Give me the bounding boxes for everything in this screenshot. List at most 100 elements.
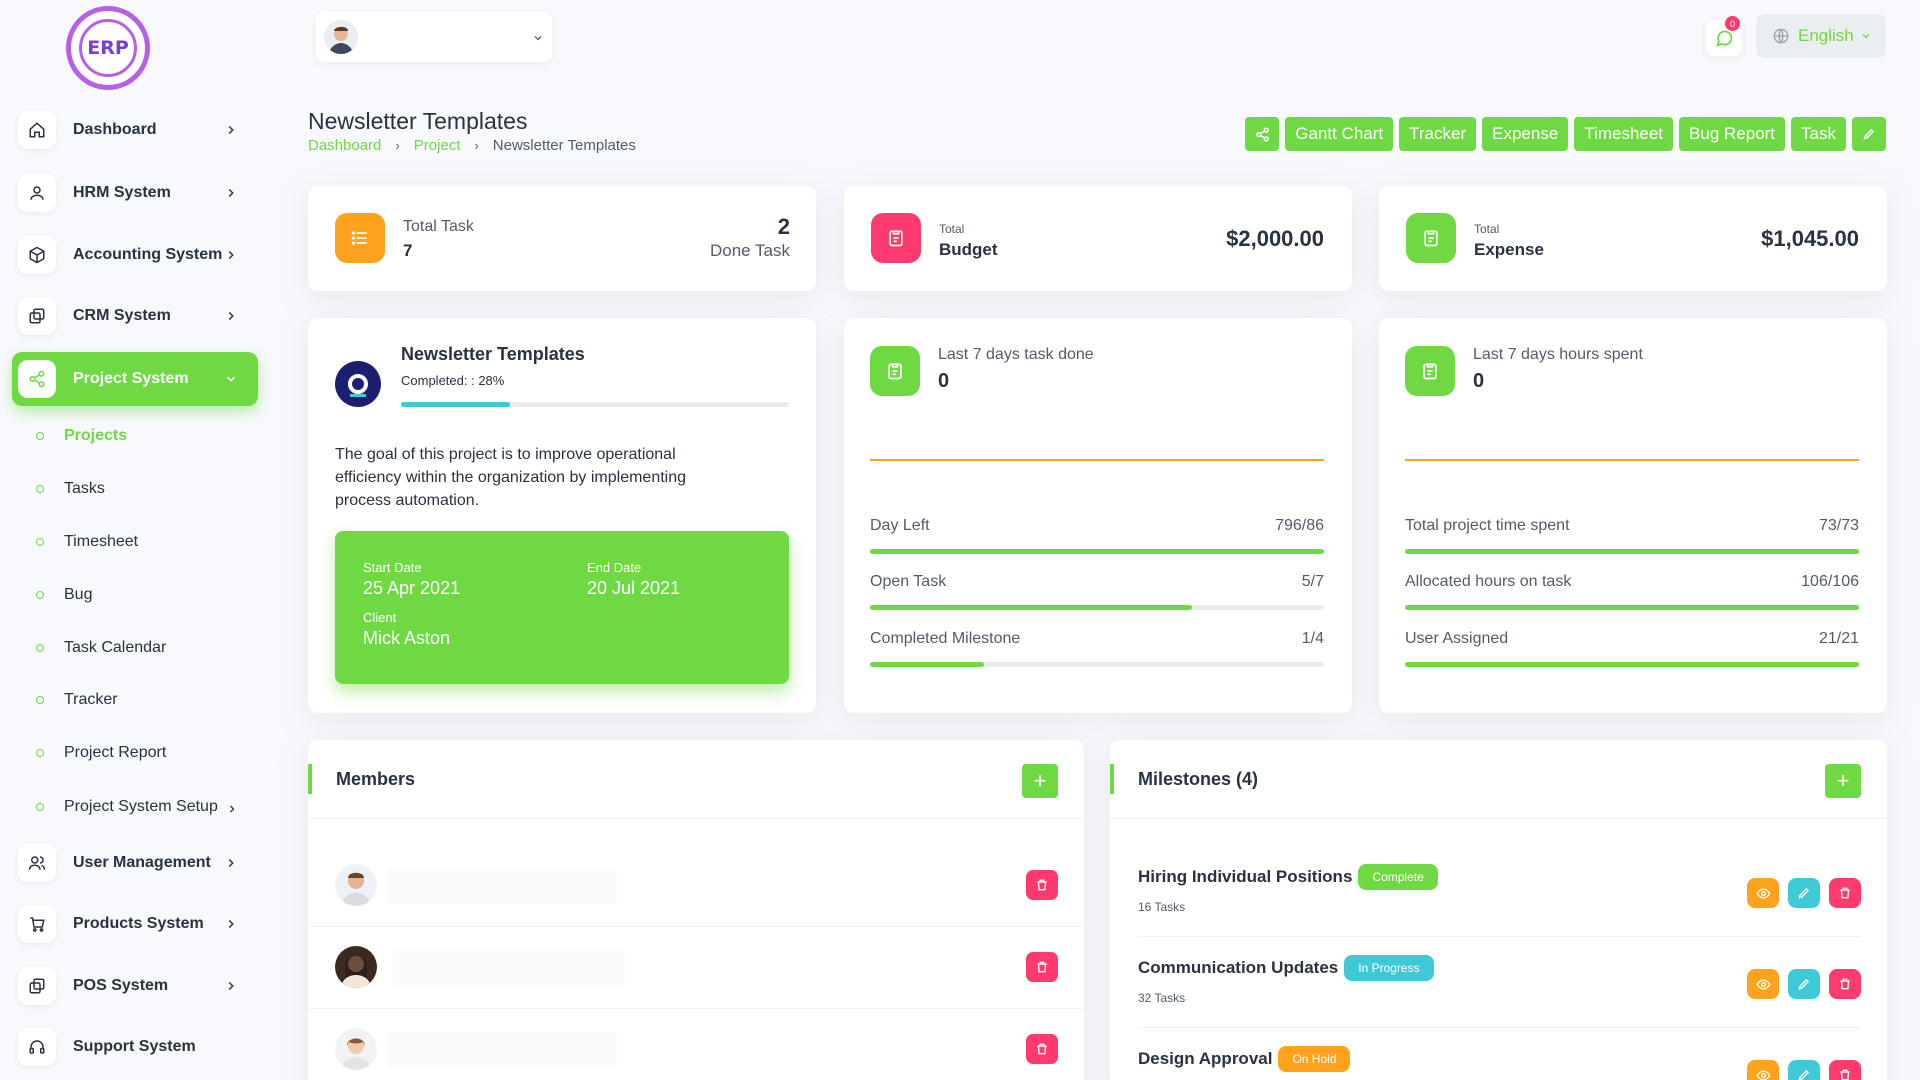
notification-badge: 0 <box>1725 16 1740 31</box>
clipboard-icon <box>1405 346 1455 396</box>
sidebar-item-label: HRM System <box>73 184 171 201</box>
delete-member-button[interactable] <box>1026 870 1058 900</box>
milestone-row[interactable]: Hiring Individual Positions Complete 16 … <box>1138 864 1861 936</box>
bullet-icon <box>36 591 44 599</box>
headphones-icon <box>18 1028 56 1066</box>
member-name-placeholder <box>393 950 625 986</box>
stat-progress-bar <box>1405 605 1859 610</box>
sidebar-sub-tracker[interactable]: Tracker <box>36 685 118 715</box>
globe-icon <box>1773 28 1789 44</box>
timesheet-button[interactable]: Timesheet <box>1574 117 1674 151</box>
sidebar-item-crm[interactable]: CRM System <box>12 289 258 343</box>
sidebar-item-user-management[interactable]: User Management <box>12 836 258 890</box>
task-button[interactable]: Task <box>1791 117 1846 151</box>
trash-icon <box>1037 1043 1047 1055</box>
breadcrumb-separator-icon: › <box>395 138 400 153</box>
edit-milestone-button[interactable] <box>1788 1060 1820 1080</box>
stat-progress-bar <box>870 549 1324 554</box>
trash-icon <box>1840 1069 1850 1080</box>
sidebar-sub-projects[interactable]: Projects <box>36 421 127 451</box>
sidebar-item-support[interactable]: Support System <box>12 1020 258 1074</box>
sidebar-sub-project-system-setup[interactable]: Project System Setup <box>36 792 238 822</box>
avatar <box>324 20 358 54</box>
start-date-value: 25 Apr 2021 <box>363 578 461 598</box>
chevron-right-icon <box>228 981 234 991</box>
delete-milestone-button[interactable] <box>1829 878 1861 908</box>
sidebar-sub-timesheet[interactable]: Timesheet <box>36 527 138 557</box>
edit-milestone-button[interactable] <box>1788 878 1820 908</box>
eye-icon <box>1755 887 1771 899</box>
sidebar-item-accounting[interactable]: Accounting System <box>12 228 258 282</box>
delete-milestone-button[interactable] <box>1829 969 1861 999</box>
stat-label: Completed Milestone <box>870 630 1021 647</box>
project-user-select[interactable] <box>316 12 552 62</box>
edit-project-button[interactable] <box>1852 117 1886 151</box>
add-member-button[interactable]: + <box>1022 764 1058 798</box>
chevron-right-icon <box>228 125 234 135</box>
pencil-icon <box>1798 1069 1810 1080</box>
layers-icon <box>18 297 56 335</box>
sidebar-sub-task-calendar[interactable]: Task Calendar <box>36 633 166 663</box>
sidebar-item-hrm[interactable]: HRM System <box>12 166 258 220</box>
page-title: Newsletter Templates <box>308 108 528 134</box>
share-button[interactable] <box>1245 117 1280 151</box>
language-select[interactable]: English <box>1756 14 1886 58</box>
bullet-icon <box>36 432 44 440</box>
stat-label: Day Left <box>870 517 930 534</box>
sidebar-item-label: CRM System <box>73 307 171 324</box>
hours-spent-card: Last 7 days hours spent 0 Total project … <box>1379 318 1887 713</box>
user-assigned-row: User Assigned 21/21 <box>1405 630 1859 667</box>
delete-member-button[interactable] <box>1026 952 1058 982</box>
chevron-right-icon <box>228 250 234 260</box>
delete-member-button[interactable] <box>1026 1034 1058 1064</box>
section-accent <box>308 764 312 794</box>
notification-button[interactable]: 0 <box>1706 16 1742 56</box>
stat-label: Allocated hours on task <box>1405 573 1572 590</box>
bullet-icon <box>36 803 44 811</box>
total-task-card: Total Task 7 2 Done Task <box>308 186 816 291</box>
share-icon <box>1255 127 1269 141</box>
sidebar-item-dashboard[interactable]: Dashboard <box>12 103 258 157</box>
view-milestone-button[interactable] <box>1747 969 1779 999</box>
client-label: Client <box>363 610 397 625</box>
breadcrumb-dashboard[interactable]: Dashboard <box>308 137 382 154</box>
expense-button[interactable]: Expense <box>1482 117 1569 151</box>
bullet-icon <box>36 538 44 546</box>
milestone-row[interactable]: Design Approval On Hold <box>1138 1046 1861 1080</box>
expense-small-label: Total <box>1474 222 1500 236</box>
app-logo[interactable]: ERP <box>66 6 150 90</box>
budget-small-label: Total <box>939 222 965 236</box>
view-milestone-button[interactable] <box>1747 1060 1779 1080</box>
expense-value: $1,045.00 <box>1761 226 1859 251</box>
stat-label: Open Task <box>870 573 947 590</box>
breadcrumb-project[interactable]: Project <box>413 137 461 154</box>
hours-chart-line <box>1405 459 1859 461</box>
bug-report-button[interactable]: Bug Report <box>1679 117 1786 151</box>
sidebar-item-products[interactable]: Products System <box>12 897 258 951</box>
sidebar-sub-project-report[interactable]: Project Report <box>36 738 166 768</box>
pencil-icon <box>1863 128 1875 140</box>
add-milestone-button[interactable]: + <box>1825 764 1861 798</box>
sub-item-label: Project System Setup <box>64 798 218 815</box>
stat-value: 1/4 <box>1301 630 1324 647</box>
trash-icon <box>1037 961 1047 973</box>
project-description: The goal of this project is to improve o… <box>335 446 687 509</box>
sidebar-sub-tasks[interactable]: Tasks <box>36 474 105 504</box>
tracker-button[interactable]: Tracker <box>1399 117 1477 151</box>
expense-card: Total Expense $1,045.00 <box>1379 186 1887 291</box>
gantt-chart-button[interactable]: Gantt Chart <box>1285 117 1394 151</box>
edit-milestone-button[interactable] <box>1788 969 1820 999</box>
budget-value: $2,000.00 <box>1226 226 1324 251</box>
sidebar-sub-bug[interactable]: Bug <box>36 580 92 610</box>
share-icon <box>18 360 56 398</box>
stat-value: 73/73 <box>1818 517 1859 534</box>
milestone-row[interactable]: Communication Updates In Progress 32 Tas… <box>1138 955 1861 1027</box>
milestone-tasks: 32 Tasks <box>1138 991 1186 1005</box>
view-milestone-button[interactable] <box>1747 878 1779 908</box>
stat-progress-fill <box>1405 605 1859 610</box>
sidebar-item-pos[interactable]: POS System <box>12 959 258 1013</box>
delete-milestone-button[interactable] <box>1829 1060 1861 1080</box>
sidebar-item-project-system[interactable]: Project System <box>12 352 258 406</box>
project-completed-label: Completed: : 28% <box>401 373 505 388</box>
stat-value: 21/21 <box>1818 630 1859 647</box>
